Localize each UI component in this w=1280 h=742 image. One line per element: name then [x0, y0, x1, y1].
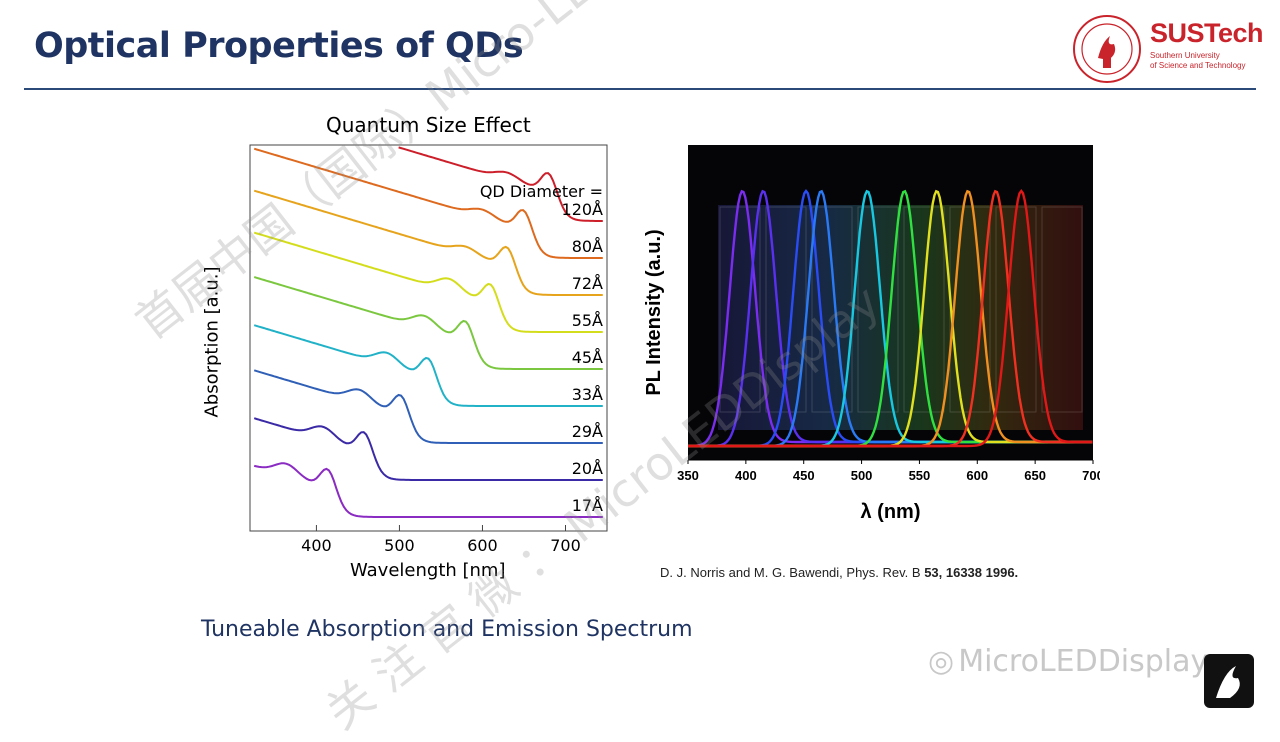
- pl-x-tick-label: 500: [851, 468, 873, 483]
- legend-title: QD Diameter =: [480, 182, 603, 201]
- series-label: 72Å: [572, 274, 603, 293]
- absorption-series-line: [253, 231, 603, 333]
- series-label: 55Å: [572, 311, 603, 330]
- vial-outline: [1041, 206, 1083, 413]
- absorption-chart-title: Quantum Size Effect: [326, 113, 531, 137]
- page-title: Optical Properties of QDs: [34, 26, 524, 66]
- absorption-chart: 400 500 600 700 17Å 20Å 29Å 33Å 45Å 55Å 72Å 80Å 120Å…: [249, 144, 608, 555]
- series-label: 33Å: [572, 385, 603, 404]
- absorption-series-line: [398, 146, 603, 222]
- series-label: 45Å: [572, 348, 603, 367]
- pl-x-tick-label: 550: [909, 468, 931, 483]
- pl-x-tick-label: 700: [1082, 468, 1100, 483]
- citation: D. J. Norris and M. G. Bawendi, Phys. Re…: [660, 565, 1019, 580]
- brand-name: SUSTech: [1150, 18, 1264, 48]
- series-label: 120Å: [562, 200, 604, 219]
- x-tick-label: 700: [550, 536, 581, 555]
- university-seal-logo: [1073, 15, 1141, 83]
- corner-logo-icon: [1204, 654, 1254, 708]
- absorption-series-line: [253, 369, 603, 444]
- absorption-plot-frame: [249, 144, 608, 532]
- absorption-series-line: [253, 189, 603, 296]
- x-tick-label: 500: [384, 536, 415, 555]
- series-label: 80Å: [572, 237, 603, 256]
- pl-x-tick-label: 450: [793, 468, 815, 483]
- pl-x-label: λ (nm): [861, 501, 921, 523]
- vial-outline: [719, 206, 761, 413]
- absorption-series-line: [253, 417, 603, 481]
- title-divider: [24, 88, 1256, 90]
- pl-series-line: [688, 188, 1093, 448]
- wechat-icon: ◎: [928, 644, 955, 679]
- footer-brand-text: MicroLEDDisplay: [958, 644, 1209, 679]
- pl-x-tick-label: 650: [1024, 468, 1046, 483]
- brand-block: SUSTech Southern University of Science a…: [1150, 20, 1270, 71]
- pl-x-tick-label: 600: [966, 468, 988, 483]
- x-tick-label: 600: [467, 536, 498, 555]
- footer-watermark: ◎ MicroLEDDisplay: [928, 644, 1208, 679]
- absorption-series-line: [253, 462, 603, 518]
- vial-glow: [718, 205, 1083, 430]
- pl-x-tick-label: 350: [677, 468, 699, 483]
- absorption-series-line: [253, 324, 603, 407]
- x-tick-label: 400: [301, 536, 332, 555]
- vial-outline: [903, 206, 945, 413]
- pl-chart: 350 400 450 500 550 600 650 700 λ (nm) PL Intensi…: [643, 145, 1100, 523]
- pl-y-label: PL Intensity (a.u.): [643, 229, 665, 395]
- series-label: 17Å: [572, 496, 603, 515]
- slide-subtitle: Tuneable Absorption and Emission Spectru…: [201, 617, 693, 642]
- absorption-series-line: [253, 147, 603, 259]
- series-label: 29Å: [572, 422, 603, 441]
- brand-sub-line1: Southern University: [1150, 51, 1220, 60]
- pl-x-tick-label: 400: [735, 468, 757, 483]
- absorption-x-label: Wavelength [nm]: [350, 560, 506, 581]
- absorption-series-line: [253, 276, 603, 370]
- brand-sub-line2: of Science and Technology: [1150, 61, 1246, 70]
- series-label: 20Å: [572, 459, 603, 478]
